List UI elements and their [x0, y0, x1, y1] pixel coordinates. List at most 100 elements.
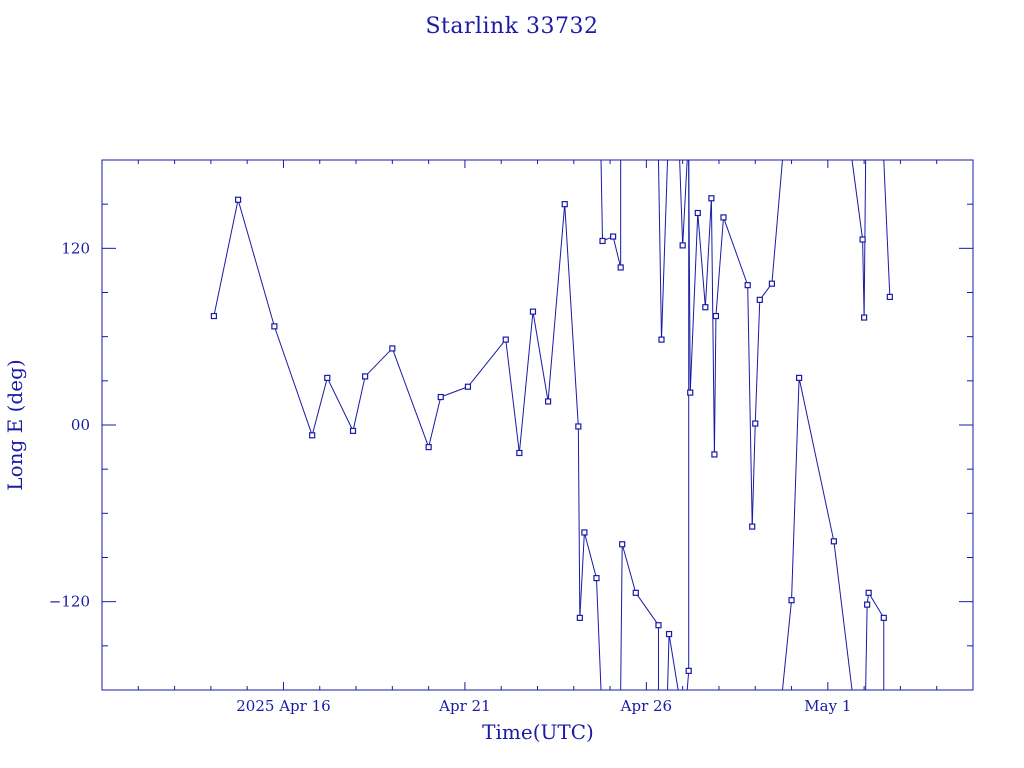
series-segment [213, 199, 239, 317]
data-point [210, 312, 217, 320]
data-point [712, 312, 720, 320]
series-segment [660, 159, 669, 340]
x-axis-title: Time(UTC) [482, 720, 594, 744]
series-segment [532, 311, 549, 402]
data-point [389, 345, 396, 352]
series-segment [715, 217, 724, 317]
data-point [694, 209, 701, 217]
data-point [679, 242, 686, 249]
series-segment [833, 541, 853, 691]
series-segment [440, 386, 469, 398]
data-point [610, 233, 617, 240]
series-segment [583, 532, 597, 579]
data-point [271, 323, 278, 330]
data-point [861, 314, 868, 321]
series-segment [352, 376, 366, 431]
data-point [796, 374, 803, 381]
x-tick-label: Apr 21 [438, 697, 490, 715]
data-point [502, 336, 509, 343]
data-point [324, 374, 331, 381]
series-segment [710, 198, 715, 455]
series-segment [273, 326, 313, 436]
data-point [529, 308, 537, 315]
data-point [234, 196, 242, 203]
series-segment [686, 670, 690, 691]
data-point [362, 373, 369, 380]
series-segment [621, 544, 637, 593]
y-tick-label: −120 [49, 593, 90, 611]
data-point [865, 589, 872, 596]
series-segment [851, 159, 864, 240]
data-point [437, 393, 444, 401]
data-point [464, 383, 472, 390]
data-point [830, 538, 837, 545]
y-axis-title: Long E (deg) [3, 359, 27, 490]
series-segment [595, 578, 602, 691]
axis-ticks [102, 160, 973, 690]
data-point [575, 423, 582, 430]
data-point [632, 589, 639, 596]
data-point [617, 264, 624, 271]
series-segment [237, 199, 275, 327]
series-segment [518, 311, 534, 454]
series-segment [868, 592, 885, 619]
series-segment [364, 348, 393, 377]
series-segment [600, 159, 604, 241]
series-segment [564, 204, 579, 427]
series-segment [505, 339, 520, 454]
series-segment [771, 159, 783, 284]
data-point [768, 280, 775, 287]
series-segment [391, 348, 430, 448]
data-point [687, 389, 694, 396]
data-point [516, 449, 523, 457]
series-segment [704, 198, 712, 308]
series-segment [467, 339, 507, 388]
data-point [708, 195, 715, 202]
series-segment [688, 159, 691, 393]
series-segment [667, 634, 670, 691]
series-segment [657, 159, 662, 340]
series-segment [679, 159, 684, 246]
data-point [619, 541, 626, 548]
data-point [425, 443, 432, 451]
series-segment [682, 159, 688, 246]
series-segment [635, 592, 659, 626]
y-tick-label: 00 [71, 416, 90, 434]
data-point [309, 432, 316, 439]
series-segment [754, 299, 761, 424]
data-point [752, 420, 759, 427]
series-segment [781, 600, 793, 691]
series-lines [213, 159, 891, 691]
series-segment [723, 217, 749, 286]
series-segment [798, 377, 835, 542]
data-point [744, 282, 751, 289]
series-segment [865, 604, 868, 691]
tick-labels: 2025 Apr 16 Apr 21 Apr 26 May 1 120 00 −120 [49, 239, 852, 715]
data-point [720, 214, 727, 221]
series-segment [612, 236, 622, 268]
series-markers [210, 195, 893, 674]
data-point [599, 237, 606, 245]
chart-title: Starlink 33732 [425, 14, 599, 39]
data-point [665, 630, 673, 638]
data-point [593, 575, 600, 582]
data-point [685, 667, 692, 674]
series-segment [428, 396, 442, 448]
data-point [788, 597, 795, 604]
data-point [658, 336, 665, 343]
data-point [711, 451, 718, 458]
data-point [349, 427, 357, 434]
series-segment [747, 285, 753, 527]
series-segment [577, 426, 581, 618]
data-point [576, 614, 583, 621]
data-point [561, 201, 568, 208]
series-segment [668, 633, 679, 691]
series-segment [689, 212, 699, 393]
data-point [859, 236, 866, 243]
series-segment [713, 316, 717, 455]
series-segment [620, 544, 623, 691]
series-segment [547, 204, 566, 402]
series-segment [579, 532, 585, 618]
data-point [756, 296, 763, 303]
